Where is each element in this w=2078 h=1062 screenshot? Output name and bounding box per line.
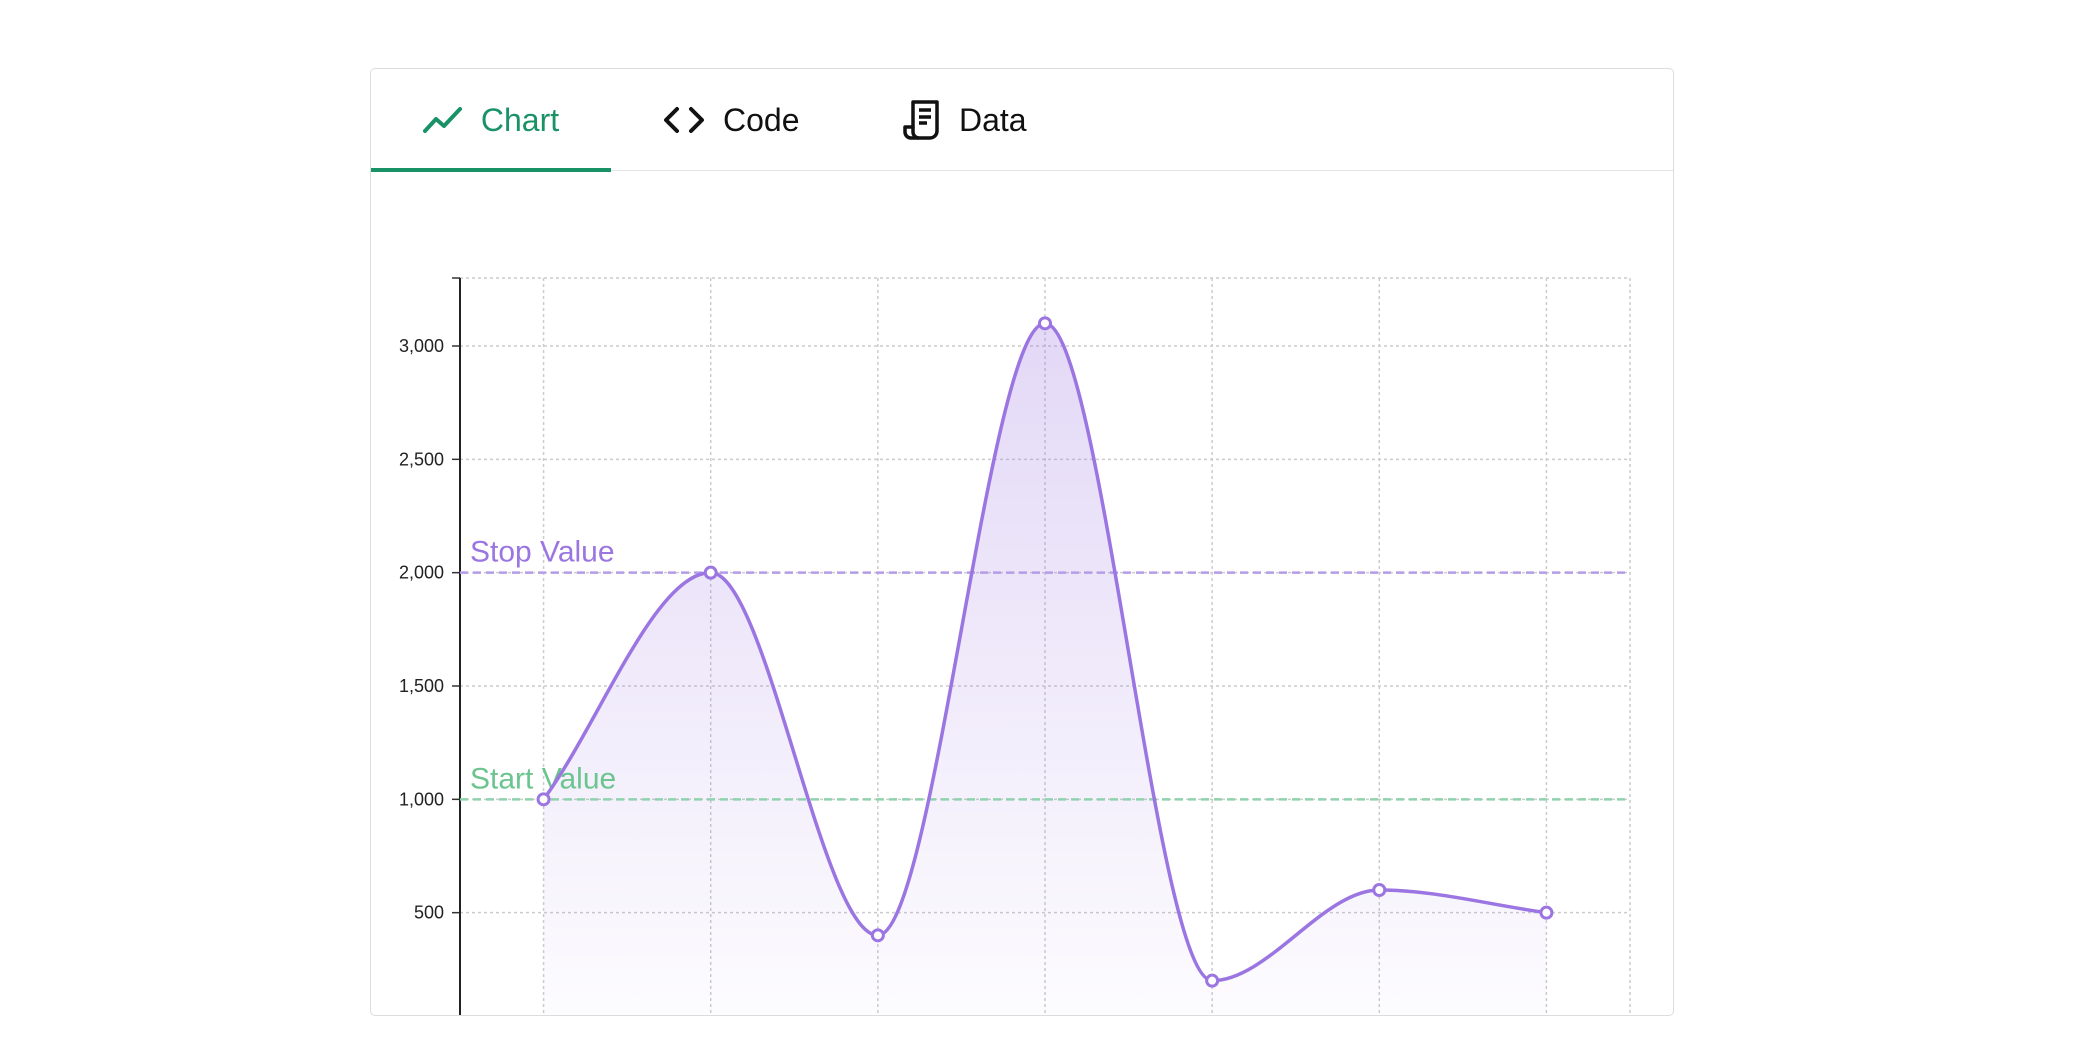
chart-card: Chart Code Data — [370, 68, 1674, 1016]
receipt-document-icon — [903, 99, 941, 141]
tab-chart-label: Chart — [480, 101, 560, 138]
code-brackets-icon — [663, 106, 705, 134]
reference-label-start-value: Start Value — [470, 762, 616, 795]
y-tick-label: 2,500 — [399, 449, 444, 469]
y-tick-label: 2,000 — [399, 563, 444, 583]
data-point-feb — [703, 565, 718, 580]
data-point-jul — [1539, 905, 1554, 920]
series-line — [542, 321, 1547, 983]
tab-bar: Chart Code Data — [371, 69, 1673, 172]
data-point-apr — [870, 928, 885, 943]
y-tick-label: 500 — [414, 903, 444, 923]
data-point-jun — [1372, 883, 1387, 897]
tab-data-label: Data — [959, 101, 1027, 138]
tab-code[interactable]: Code — [663, 69, 800, 171]
tab-data[interactable]: Data — [903, 69, 1027, 171]
line-chart-icon — [422, 105, 463, 135]
data-point-mar — [1038, 316, 1052, 331]
series-area — [543, 323, 1547, 1015]
tab-code-label: Code — [723, 101, 800, 138]
y-tick-label: 3,000 — [399, 336, 444, 356]
y-tick-label: 1,500 — [399, 676, 444, 696]
data-point-may — [1205, 973, 1220, 988]
chart-area: 05001,0001,5002,0002,5003,000JanFebAprMa… — [371, 171, 1673, 1015]
area-chart: 05001,0001,5002,0002,5003,000JanFebAprMa… — [399, 277, 1631, 1015]
reference-label-stop-value: Stop Value — [470, 536, 615, 569]
y-tick-label: 1,000 — [399, 789, 444, 809]
tab-chart[interactable]: Chart — [371, 69, 611, 172]
data-point-jan — [536, 792, 551, 807]
